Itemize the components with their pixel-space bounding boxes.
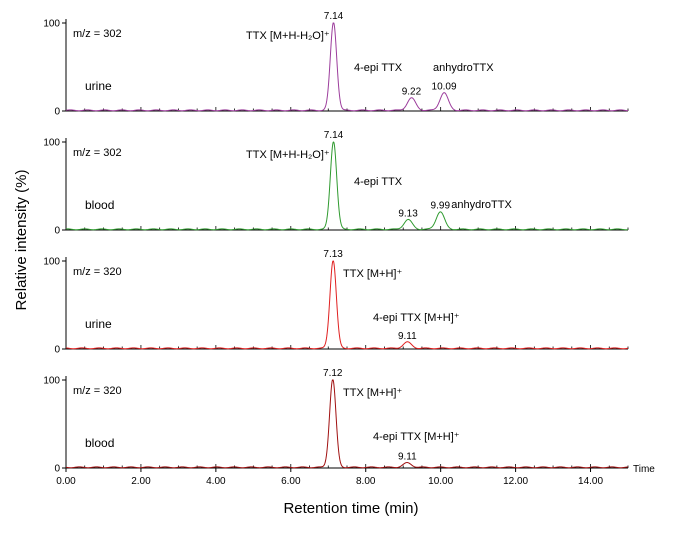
peak-annotation: TTX [M+H]⁺ bbox=[343, 387, 402, 399]
panels-layer: 0 100 m/z = 302 urine 7.14 TTX [M+H-H₂O]⁺ 9.22… bbox=[43, 11, 629, 475]
peak-rt-label: 7.13 bbox=[323, 249, 343, 260]
mz-label: m/z = 320 bbox=[73, 385, 122, 397]
peak-annotation: 4-epi TTX bbox=[354, 176, 403, 188]
mz-label: m/z = 320 bbox=[73, 266, 122, 278]
peak-rt-label: 7.12 bbox=[323, 368, 343, 379]
peak-annotation: 4-epi TTX [M+H]⁺ bbox=[373, 431, 460, 443]
y-tick-label: 0 bbox=[54, 107, 60, 118]
mz-label: m/z = 302 bbox=[73, 28, 122, 40]
y-tick-label: 100 bbox=[43, 376, 60, 387]
y-tick-label: 0 bbox=[54, 345, 60, 356]
peak-annotation: TTX [M+H-H₂O]⁺ bbox=[246, 149, 330, 161]
peak-annotation: TTX [M+H-H₂O]⁺ bbox=[246, 30, 330, 42]
y-tick-label: 100 bbox=[43, 138, 60, 149]
series-trace bbox=[65, 22, 629, 112]
y-axis-title: Relative intensity (%) bbox=[13, 170, 30, 311]
y-tick-label: 0 bbox=[54, 464, 60, 475]
x-tick-label: 6.00 bbox=[281, 476, 301, 487]
x-tick-label: 12.00 bbox=[503, 476, 528, 487]
y-tick-label: 100 bbox=[43, 257, 60, 268]
mz-label: m/z = 302 bbox=[73, 147, 122, 159]
sample-label: urine bbox=[85, 79, 112, 93]
y-tick-label: 100 bbox=[43, 19, 60, 30]
peak-annotation: 4-epi TTX bbox=[354, 62, 403, 74]
peak-rt-label: 9.13 bbox=[398, 208, 418, 219]
chromatogram-panel-2: 0 100 m/z = 302 blood 7.14 TTX [M+H-H₂O]⁺ 9.13… bbox=[43, 130, 629, 237]
peak-rt-label: 10.09 bbox=[432, 81, 457, 92]
series-trace bbox=[65, 141, 629, 231]
peak-annotation: anhydroTTX bbox=[451, 199, 512, 211]
sample-label: blood bbox=[85, 198, 114, 212]
x-tick-label: 8.00 bbox=[356, 476, 376, 487]
x-tick-label: 0.00 bbox=[56, 476, 76, 487]
y-tick-label: 0 bbox=[54, 226, 60, 237]
peak-rt-label: 9.22 bbox=[402, 87, 422, 98]
series-trace bbox=[65, 260, 629, 350]
sample-label: blood bbox=[85, 436, 114, 450]
x-tick-label: 10.00 bbox=[428, 476, 453, 487]
x-axis-unit-label: Time bbox=[633, 464, 655, 475]
x-tick-label: 2.00 bbox=[131, 476, 151, 487]
peak-rt-label: 9.11 bbox=[398, 331, 417, 342]
peak-annotation: 4-epi TTX [M+H]⁺ bbox=[373, 312, 460, 324]
sample-label: urine bbox=[85, 317, 112, 331]
x-axis-title: Retention time (min) bbox=[283, 500, 418, 517]
x-axis: 0.00 2.00 4.00 6.00 8.00 10.00 12.00 14.00 bbox=[56, 468, 603, 487]
x-tick-label: 4.00 bbox=[206, 476, 226, 487]
x-tick-label: 14.00 bbox=[578, 476, 603, 487]
peak-rt-label: 7.14 bbox=[324, 130, 344, 141]
peak-rt-label: 9.99 bbox=[431, 200, 451, 211]
chromatogram-panel-1: 0 100 m/z = 302 urine 7.14 TTX [M+H-H₂O]⁺ 9.22… bbox=[43, 11, 629, 118]
series-trace bbox=[65, 379, 629, 469]
peak-rt-label: 7.14 bbox=[324, 11, 344, 22]
peak-rt-label: 9.11 bbox=[398, 452, 417, 463]
peak-annotation: TTX [M+H]⁺ bbox=[343, 268, 402, 280]
peak-annotation: anhydroTTX bbox=[433, 62, 494, 74]
